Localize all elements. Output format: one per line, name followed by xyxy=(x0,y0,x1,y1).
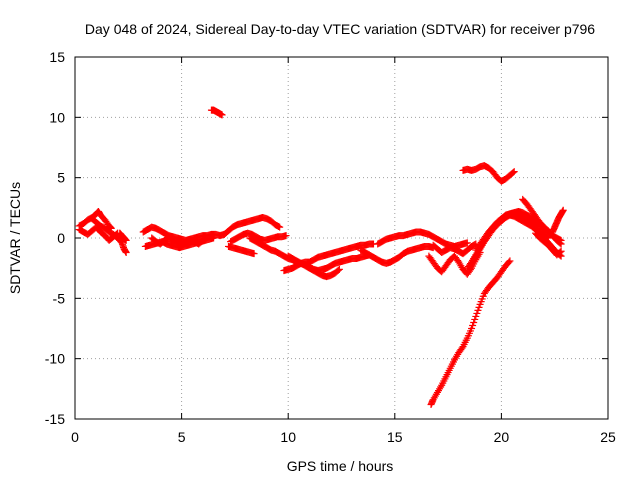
x-tick-label: 10 xyxy=(280,429,296,445)
series-t26 xyxy=(532,229,565,259)
axis-ticks: 0 5 10 15 20 25 -15 -10 -5 0 5 10 15 xyxy=(45,49,616,445)
data-point xyxy=(556,248,564,256)
y-tick-label: 10 xyxy=(49,109,65,125)
data-point xyxy=(335,265,343,273)
data-point xyxy=(198,237,206,245)
data-point xyxy=(556,236,564,244)
series-t20 xyxy=(427,257,514,409)
data-point xyxy=(276,223,284,231)
x-tick-label: 5 xyxy=(178,429,186,445)
data-point xyxy=(474,306,482,314)
data-point xyxy=(458,344,466,352)
data-point xyxy=(334,266,342,274)
data-point xyxy=(122,236,130,244)
y-axis-label: SDTVAR / TECUs xyxy=(7,182,23,294)
data-point xyxy=(557,236,565,244)
data-point xyxy=(471,315,479,323)
y-tick-label: -10 xyxy=(45,351,65,367)
data-point xyxy=(509,169,517,177)
data-point xyxy=(199,236,207,244)
series-t10 xyxy=(227,229,290,246)
y-tick-label: 0 xyxy=(57,230,65,246)
y-tick-label: 15 xyxy=(49,49,65,65)
y-tick-label: 5 xyxy=(57,170,65,186)
series-t8 xyxy=(207,106,226,119)
series-t24 xyxy=(459,162,518,185)
x-tick-label: 15 xyxy=(387,429,403,445)
x-tick-label: 0 xyxy=(71,429,79,445)
data-point xyxy=(122,248,130,256)
data-point xyxy=(470,318,478,326)
series-t19 xyxy=(429,240,480,258)
data-point xyxy=(469,321,477,329)
y-tick-label: -15 xyxy=(45,411,65,427)
data-point xyxy=(463,239,471,247)
data-point xyxy=(282,232,290,240)
series-t16 xyxy=(357,242,437,267)
x-tick-label: 20 xyxy=(494,429,510,445)
series-t4 xyxy=(116,229,130,244)
data-point xyxy=(506,257,514,265)
data-point xyxy=(475,303,483,311)
series-t11 xyxy=(225,242,258,258)
data-point xyxy=(468,325,476,332)
series-t3 xyxy=(88,215,130,256)
data-point xyxy=(250,250,258,258)
x-axis-label: GPS time / hours xyxy=(287,458,394,474)
data-point xyxy=(210,234,218,242)
series-t15 xyxy=(306,264,343,281)
data-point xyxy=(510,168,518,176)
data-point xyxy=(505,258,513,266)
data-points xyxy=(75,106,567,409)
x-tick-label: 25 xyxy=(600,429,616,445)
series-t7 xyxy=(148,234,207,249)
data-point xyxy=(559,206,567,214)
data-point xyxy=(557,247,565,255)
series-t9 xyxy=(220,213,284,238)
data-point xyxy=(218,111,226,119)
series-t18 xyxy=(425,248,484,278)
y-tick-label: -5 xyxy=(53,290,66,306)
data-point xyxy=(275,223,283,231)
data-point xyxy=(473,309,481,317)
series-t27 xyxy=(549,206,567,236)
data-point xyxy=(472,312,480,320)
chart-title: Day 048 of 2024, Sidereal Day-to-day VTE… xyxy=(85,21,595,37)
